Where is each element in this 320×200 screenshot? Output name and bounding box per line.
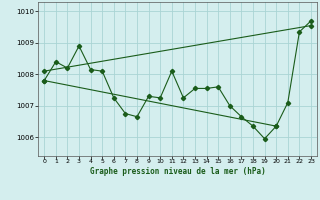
X-axis label: Graphe pression niveau de la mer (hPa): Graphe pression niveau de la mer (hPa) <box>90 167 266 176</box>
